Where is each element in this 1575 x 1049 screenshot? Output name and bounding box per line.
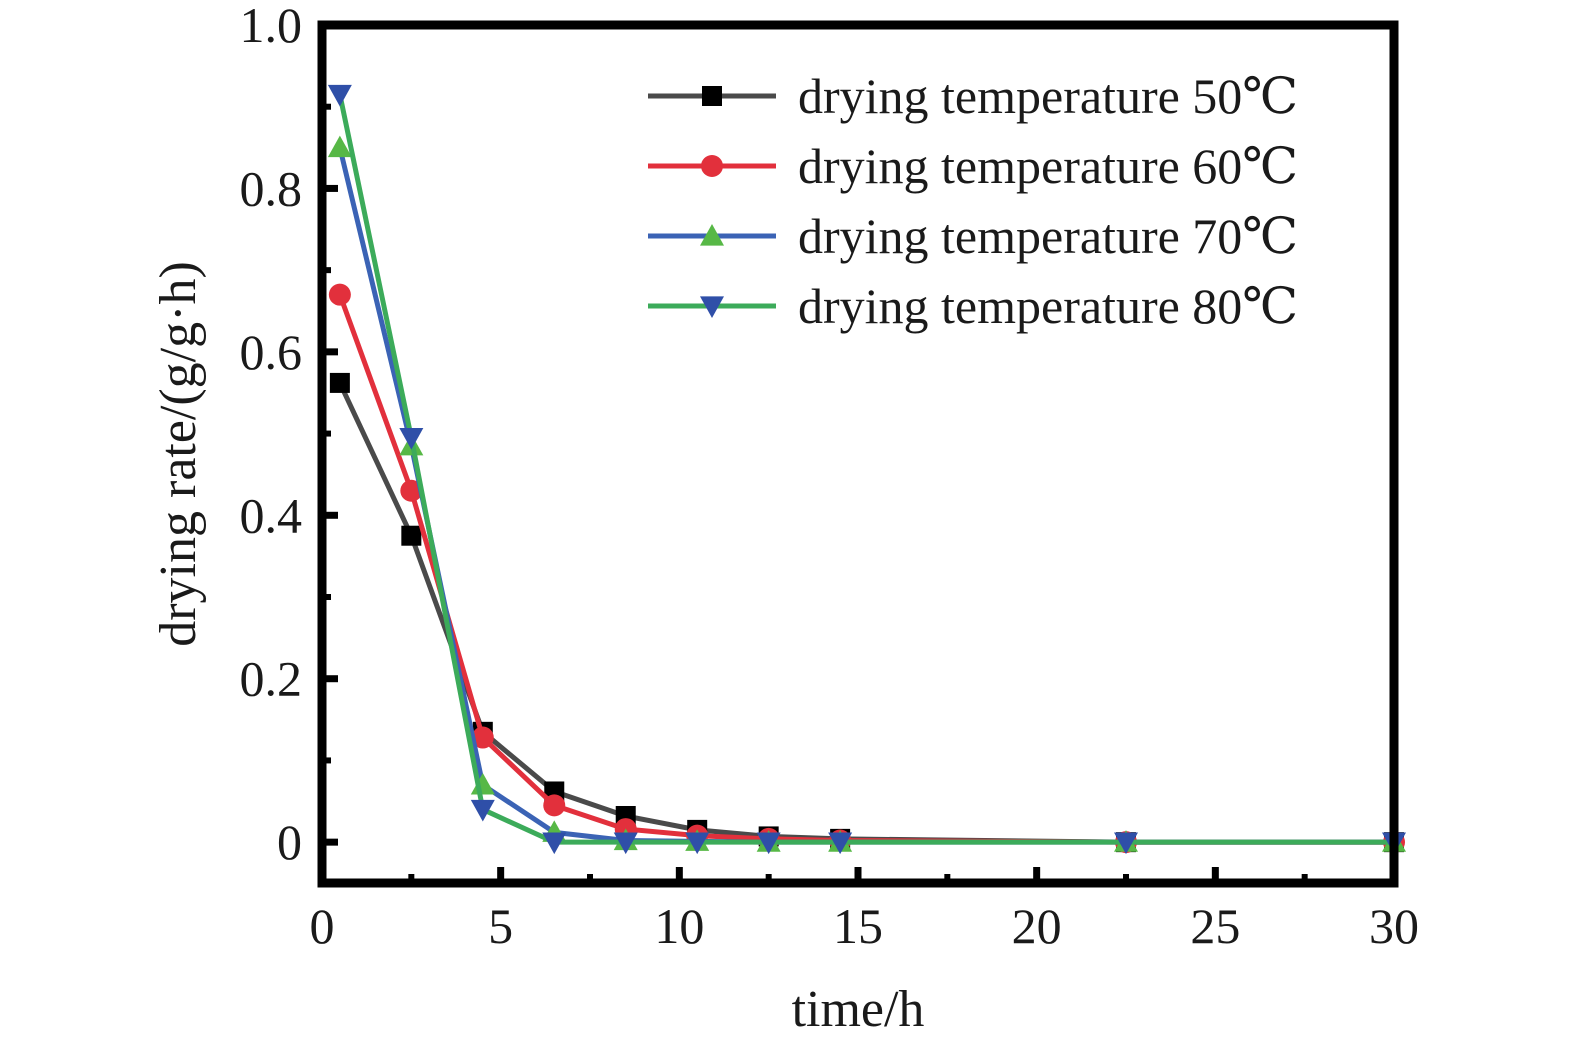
data-point — [327, 135, 352, 158]
y-axis-label: drying rate/(g/g·h) — [150, 261, 207, 647]
data-point — [613, 832, 638, 855]
y-tick-label: 0.2 — [240, 651, 303, 707]
data-point — [401, 525, 422, 546]
legend: drying temperature 50℃ drying temperature… — [648, 68, 1298, 334]
data-point — [470, 799, 495, 822]
legend-label: drying temperature 60℃ — [798, 138, 1298, 194]
legend-marker — [701, 155, 723, 177]
y-tick-label: 1.0 — [240, 0, 303, 53]
data-point — [543, 794, 566, 817]
legend-item: drying temperature 50℃ — [648, 68, 1298, 124]
tick-layer: 0 5 10 15 20 25 30 0 0.2 0.4 0.6 0.8 1.0 — [240, 0, 1420, 954]
x-tick-label: 30 — [1369, 898, 1419, 954]
data-point — [685, 832, 710, 855]
series-line — [337, 93, 1394, 845]
x-tick-label: 20 — [1012, 898, 1062, 954]
data-point — [328, 283, 351, 306]
x-tick-label: 15 — [833, 898, 883, 954]
legend-marker — [702, 86, 722, 106]
y-tick-label: 0.4 — [240, 487, 303, 543]
data-point — [327, 84, 352, 107]
x-tick-label: 5 — [488, 898, 513, 954]
legend-label: drying temperature 50℃ — [798, 68, 1298, 124]
x-tick-label: 25 — [1190, 898, 1240, 954]
legend-item: drying temperature 70℃ — [648, 208, 1298, 264]
x-tick-label: 10 — [654, 898, 704, 954]
legend-label: drying temperature 80℃ — [798, 278, 1298, 334]
series-1 — [329, 372, 1404, 853]
series-4 — [327, 84, 1406, 855]
data-point — [542, 832, 567, 855]
y-tick-label: 0.6 — [240, 324, 303, 380]
series-line — [337, 381, 1394, 845]
data-point — [400, 479, 423, 502]
series-line — [337, 293, 1394, 845]
legend-item: drying temperature 60℃ — [648, 138, 1298, 194]
series-layer — [327, 84, 1406, 855]
legend-label: drying temperature 70℃ — [798, 208, 1298, 264]
data-point — [1114, 832, 1138, 855]
data-point — [828, 832, 853, 855]
legend-item: drying temperature 80℃ — [648, 278, 1298, 334]
data-point — [756, 832, 781, 855]
y-tick-label: 0.8 — [240, 160, 303, 216]
x-tick-label: 0 — [310, 898, 335, 954]
data-point — [471, 726, 494, 749]
legend-marker — [700, 296, 724, 318]
series-2 — [328, 283, 1405, 854]
data-point — [329, 372, 350, 393]
y-tick-label: 0 — [277, 814, 302, 870]
legend-marker — [700, 224, 724, 246]
x-axis-label: time/h — [792, 981, 925, 1038]
data-point — [399, 428, 424, 450]
